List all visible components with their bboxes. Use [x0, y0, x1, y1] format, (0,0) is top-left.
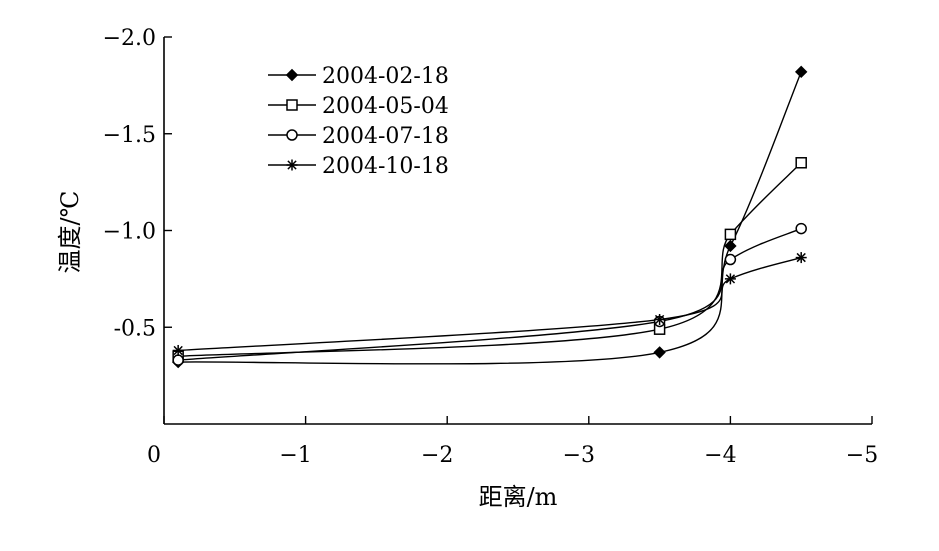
x-ticks: 0 −1 −2 −3 −4 −5	[147, 416, 878, 468]
data-point-series-4	[172, 344, 184, 356]
legend-label: 2004-02-18	[322, 64, 449, 89]
legend-marker	[286, 99, 298, 111]
y-axis-label: 温度/℃	[56, 191, 84, 274]
legend-item: 2004-02-18	[268, 64, 449, 89]
legend-label: 2004-07-18	[322, 124, 449, 149]
x-tick-label: −3	[563, 443, 595, 468]
x-tick-label: −4	[704, 443, 736, 468]
y-ticks: -0.5 −1.0 −1.5 −2.0	[103, 26, 172, 341]
series-line-2	[178, 162, 802, 357]
data-point-series-3	[795, 222, 807, 235]
data-point-series-1	[794, 65, 808, 79]
y-tick-label: -0.5	[114, 316, 156, 341]
data-point-series-3	[172, 354, 184, 366]
legend-label: 2004-05-04	[322, 94, 449, 119]
data-point-series-4	[795, 252, 807, 264]
legend-label: 2004-10-18	[322, 154, 449, 179]
legend-item: 2004-05-04	[268, 94, 449, 119]
legend-marker	[286, 159, 298, 171]
data-point-series-1	[653, 346, 666, 359]
legend-item: 2004-07-18	[268, 124, 449, 149]
x-axis-label: 距离/m	[479, 483, 558, 511]
legend-marker	[286, 129, 298, 141]
legend-marker	[285, 68, 299, 82]
legend: 2004-02-18 2004-05-04 2004-07-18 2004-10-18	[268, 64, 449, 179]
data-point-series-4	[654, 314, 666, 326]
series-lines	[178, 71, 802, 365]
data-point-series-2	[795, 157, 807, 169]
y-tick-label: −2.0	[103, 26, 156, 51]
data-point-series-1	[724, 239, 737, 253]
series-line-1	[178, 71, 802, 365]
legend-item: 2004-10-18	[268, 154, 449, 179]
data-point-series-2	[724, 228, 737, 241]
series-markers	[171, 65, 808, 369]
y-tick-label: −1.5	[103, 123, 156, 148]
x-tick-label: −2	[421, 443, 453, 468]
data-point-series-3	[724, 253, 737, 266]
x-tick-label: −5	[846, 443, 878, 468]
x-tick-label: −1	[279, 443, 311, 468]
y-tick-label: −1.0	[103, 220, 156, 245]
series-line-4	[178, 256, 802, 352]
axes	[163, 37, 872, 425]
x-tick-label: 0	[147, 443, 161, 468]
series-line-3	[178, 227, 802, 361]
data-point-series-4	[724, 273, 736, 285]
